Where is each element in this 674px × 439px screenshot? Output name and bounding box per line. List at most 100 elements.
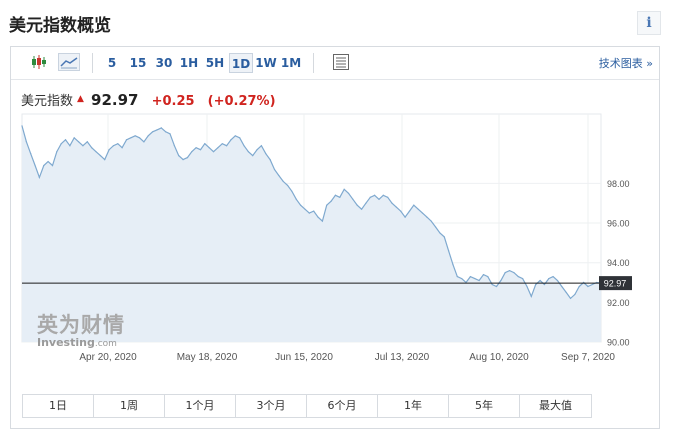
data-point xyxy=(60,143,62,145)
data-point xyxy=(565,291,567,294)
range-6m[interactable]: 6个月 xyxy=(307,395,378,417)
info-icon[interactable]: i xyxy=(637,11,661,35)
price-chart[interactable]: 92.97 90.00 92.00 94.00 96.00 98.00 Apr 20, 20… xyxy=(11,47,659,392)
candlestick-icon[interactable] xyxy=(29,53,49,71)
data-point xyxy=(278,174,280,177)
timeframe-1h[interactable]: 1H xyxy=(179,56,199,70)
data-point xyxy=(239,137,241,139)
data-point xyxy=(504,272,506,274)
instrument-name: 美元指数 xyxy=(21,94,74,109)
data-point xyxy=(569,297,572,299)
data-point xyxy=(391,202,393,204)
data-point xyxy=(591,283,593,286)
data-point xyxy=(434,226,437,228)
timeframe-1w[interactable]: 1W xyxy=(255,56,277,70)
data-point xyxy=(130,137,132,139)
data-point xyxy=(156,129,158,131)
range-3m[interactable]: 3个月 xyxy=(236,395,307,417)
last-price: 92.97 xyxy=(91,91,139,109)
data-point xyxy=(561,285,563,288)
price-change: +0.25 xyxy=(151,94,195,109)
data-point xyxy=(91,147,93,149)
data-point xyxy=(421,212,424,214)
data-point xyxy=(82,145,84,147)
data-point xyxy=(208,147,210,149)
data-point xyxy=(382,194,384,196)
y-tick-label: 90.00 xyxy=(607,338,630,348)
y-tick-label: 94.00 xyxy=(607,258,630,268)
data-point xyxy=(321,220,323,222)
toolbar-divider xyxy=(313,53,314,73)
data-point xyxy=(243,145,245,147)
data-point xyxy=(160,127,162,129)
data-point xyxy=(152,131,154,133)
advanced-chart-link[interactable]: 技术图表 » xyxy=(598,57,653,70)
range-1m[interactable]: 1个月 xyxy=(165,395,236,417)
data-point xyxy=(121,147,123,149)
range-1y[interactable]: 1年 xyxy=(378,395,449,417)
series-area xyxy=(22,125,601,343)
data-point xyxy=(395,206,397,208)
x-tick-label: Jun 15, 2020 xyxy=(275,352,333,363)
watermark-en: Investing.com xyxy=(37,336,125,349)
data-point xyxy=(369,196,371,198)
data-point xyxy=(273,168,276,171)
data-point xyxy=(317,216,319,218)
range-5y[interactable]: 5年 xyxy=(449,395,520,417)
line-chart-icon[interactable] xyxy=(58,53,80,71)
data-point xyxy=(574,293,576,296)
timeframe-5[interactable]: 5 xyxy=(107,56,117,70)
data-point xyxy=(191,151,193,153)
data-point xyxy=(252,155,254,157)
timeframe-1m[interactable]: 1M xyxy=(280,56,302,70)
timeframe-5h[interactable]: 5H xyxy=(205,56,225,70)
data-point xyxy=(217,147,219,149)
data-point xyxy=(95,151,97,153)
data-point xyxy=(408,210,411,212)
watermark-en-suffix: .com xyxy=(94,339,117,349)
range-1d[interactable]: 1日 xyxy=(23,395,94,417)
data-point xyxy=(487,275,489,278)
data-point xyxy=(77,141,80,143)
data-point xyxy=(530,295,532,297)
data-point xyxy=(326,204,328,206)
data-point xyxy=(304,208,306,210)
timeframe-15[interactable]: 15 xyxy=(129,56,147,70)
data-point xyxy=(143,141,145,143)
up-arrow-icon: ▲ xyxy=(77,94,84,104)
data-point xyxy=(73,137,75,139)
data-point xyxy=(182,159,184,161)
data-point xyxy=(64,139,67,141)
timeframe-1d[interactable]: 1D xyxy=(229,53,253,73)
data-point xyxy=(195,147,197,149)
range-max[interactable]: 最大值 xyxy=(539,399,572,412)
data-point xyxy=(173,145,175,147)
table-icon[interactable] xyxy=(331,53,351,71)
data-point xyxy=(539,279,541,282)
data-point xyxy=(430,220,432,222)
data-point xyxy=(300,204,302,206)
data-point xyxy=(508,270,511,272)
data-point xyxy=(265,153,267,155)
data-point xyxy=(38,176,41,179)
data-point xyxy=(404,216,406,218)
data-point xyxy=(461,277,463,280)
current-price-label: 92.97 xyxy=(604,279,627,289)
data-point xyxy=(286,184,289,186)
data-point xyxy=(513,272,515,274)
data-point xyxy=(138,137,141,139)
x-tick-label: Apr 20, 2020 xyxy=(79,352,137,363)
data-point xyxy=(482,273,485,276)
data-point xyxy=(269,159,271,161)
range-1w[interactable]: 1周 xyxy=(94,395,165,417)
data-point xyxy=(334,194,337,196)
data-point xyxy=(234,135,236,137)
data-point xyxy=(413,204,415,206)
data-point xyxy=(313,210,315,212)
data-point xyxy=(552,275,554,278)
data-point xyxy=(256,149,258,151)
quote-header: 美元指数 ▲ 92.97 +0.25 (+0.27%) xyxy=(21,90,276,110)
timeframe-30[interactable]: 30 xyxy=(155,56,173,70)
data-point xyxy=(360,208,363,210)
data-point xyxy=(125,139,128,141)
